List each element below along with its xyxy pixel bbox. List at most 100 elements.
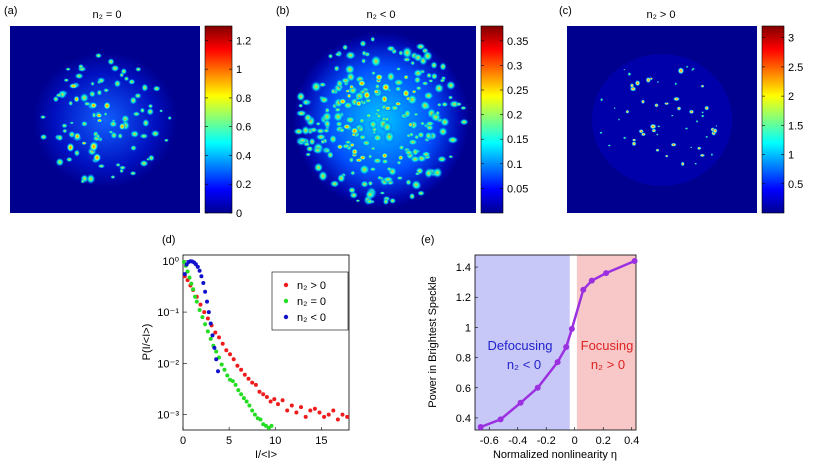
speckle — [634, 80, 641, 87]
speckle — [80, 179, 85, 184]
speckle — [428, 78, 434, 83]
legend-marker-n2-positive — [283, 282, 289, 288]
speckle — [94, 52, 103, 59]
colorbar-tick-label: 0.6 — [236, 122, 251, 134]
series-point — [603, 270, 610, 277]
plot-d: (d) 0 5 10 15 10⁰ 10⁻¹ 10⁻² 10⁻³ n₂ > 0 n₂ = 0 … — [141, 234, 350, 461]
speckle — [398, 144, 405, 151]
speckle — [436, 155, 447, 163]
point-n0 — [208, 321, 213, 326]
series-point — [554, 359, 561, 366]
legend-n2-negative: n₂ < 0 — [297, 312, 326, 324]
speckle — [401, 46, 413, 60]
speckle — [73, 132, 82, 141]
series-point — [497, 416, 504, 423]
speckle — [355, 99, 363, 108]
series-point — [568, 325, 575, 332]
speckle — [651, 128, 657, 133]
point-n0 — [294, 410, 299, 415]
speckle — [358, 163, 371, 176]
point-n0 — [264, 395, 269, 399]
speckle — [355, 96, 361, 101]
speckle — [354, 157, 363, 163]
speckle — [396, 160, 402, 166]
speckle — [340, 77, 352, 85]
plot-e-label: (e) — [421, 234, 434, 246]
speckle — [150, 129, 161, 138]
speckle — [333, 65, 340, 72]
colorbar-b-ticks: 0.05 0.1 0.15 0.2 0.25 0.3 0.35 — [481, 36, 528, 195]
speckle — [159, 109, 164, 113]
speckle — [129, 170, 137, 176]
speckle — [613, 107, 616, 110]
speckle — [411, 179, 422, 190]
speckle — [403, 149, 414, 156]
speckle — [328, 134, 338, 145]
speckle — [334, 107, 342, 113]
colorbar-c — [761, 25, 785, 214]
point-n0 — [191, 287, 196, 292]
speckle — [705, 135, 709, 139]
speckle — [365, 112, 373, 119]
region-defocusing-title: Defocusing — [487, 338, 552, 353]
speckle — [361, 50, 367, 57]
speckle — [419, 99, 431, 112]
speckle — [79, 92, 90, 104]
speckle — [117, 132, 124, 140]
region-focusing-sub: n₂ > 0 — [591, 357, 625, 372]
point-n0 — [195, 264, 200, 269]
point-n0 — [220, 341, 225, 346]
y-tick-label: 1.4 — [456, 262, 471, 274]
region-focusing-title: Focusing — [581, 338, 634, 353]
speckle — [419, 121, 426, 126]
panel-a-label: (a) — [4, 5, 17, 17]
speckle — [629, 83, 635, 89]
y-tick-label: 10⁻² — [157, 358, 179, 370]
speckle — [357, 79, 367, 88]
speckle — [649, 123, 657, 130]
colorbar-tick-label: 0.3 — [507, 60, 522, 72]
speckle — [359, 39, 367, 48]
speckle — [368, 119, 378, 130]
speckle — [342, 44, 349, 51]
speckle — [163, 138, 169, 143]
point-n0 — [205, 316, 210, 321]
speckle — [421, 80, 429, 86]
speckle — [372, 88, 380, 95]
point-n0 — [272, 397, 277, 402]
speckle — [424, 131, 432, 141]
speckle — [425, 120, 435, 127]
speckle — [62, 128, 68, 134]
speckle — [691, 67, 695, 71]
speckle — [315, 121, 322, 127]
speckle — [73, 95, 80, 103]
speckle — [39, 133, 48, 141]
speckle — [403, 108, 412, 119]
speckle — [96, 118, 103, 123]
point-n0 — [189, 281, 194, 286]
speckle — [345, 89, 351, 93]
speckle — [701, 111, 704, 114]
speckle — [411, 89, 417, 94]
speckle — [676, 106, 682, 111]
speckle — [401, 88, 411, 99]
speckle — [103, 101, 112, 111]
speckle — [77, 63, 85, 70]
speckle — [386, 45, 396, 52]
point-n0 — [197, 268, 202, 273]
speckle — [317, 170, 329, 182]
region-defocusing-sub: n₂ < 0 — [507, 357, 541, 372]
point-n0 — [317, 410, 322, 415]
speckle — [139, 159, 149, 168]
speckle — [700, 114, 705, 118]
speckle — [673, 96, 680, 102]
y-tick-label: 0.8 — [456, 353, 471, 365]
speckle — [421, 150, 432, 158]
speckle — [423, 91, 434, 101]
speckle — [129, 96, 138, 105]
speckle — [370, 36, 376, 43]
speckle — [297, 137, 308, 144]
panel-b-label: (b) — [276, 5, 289, 17]
colorbar-tick-label: 0.2 — [236, 179, 251, 191]
point-n0 — [335, 417, 340, 422]
